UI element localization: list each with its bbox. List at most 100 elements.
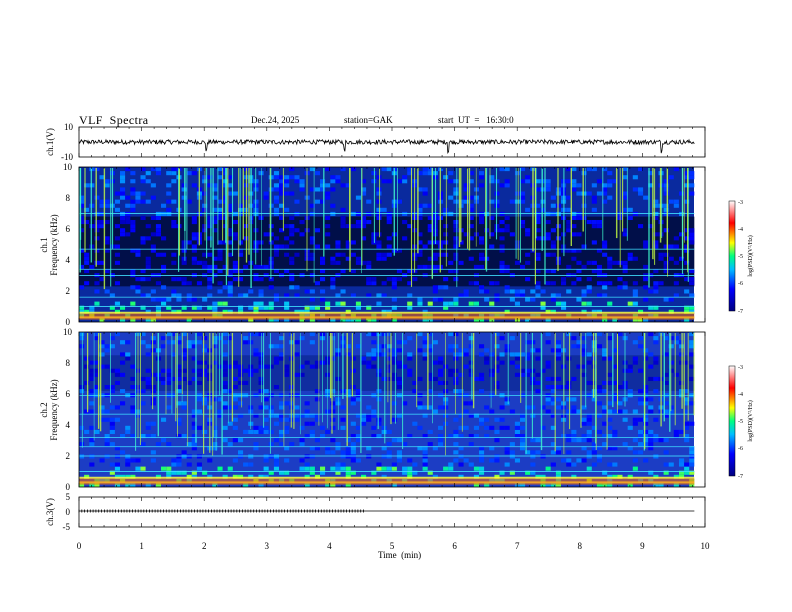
spectrogram-cell — [222, 438, 228, 443]
spectrogram-cell — [350, 240, 356, 245]
spectrogram-cell — [432, 285, 438, 290]
ch3-waveform-panel: 5 0 -5 ch.3(V) — [45, 492, 706, 532]
spectrogram-cell — [566, 207, 572, 212]
spectrogram-cell — [571, 397, 577, 402]
spectrogram-cell — [617, 401, 623, 406]
spectrogram-cell — [340, 167, 346, 172]
spectrogram-cell — [566, 332, 572, 337]
spectrogram-cell — [663, 336, 669, 341]
spectrogram-cell — [453, 442, 459, 447]
spectrogram-cell — [504, 167, 510, 172]
spectrogram-cell — [176, 364, 182, 369]
spectrogram-cell — [525, 277, 531, 282]
spectrogram-cell — [463, 409, 469, 414]
spectrogram-cell — [412, 389, 418, 394]
spectrogram-cell — [576, 409, 582, 414]
spectrogram-cell — [207, 224, 213, 229]
spectrogram-cell — [130, 207, 136, 212]
spectrogram-cell — [504, 179, 510, 184]
spectrogram-cell — [509, 360, 515, 365]
spectrogram-cell — [422, 356, 428, 361]
spectrogram-cell — [499, 183, 505, 188]
spectrogram-cell — [176, 389, 182, 394]
spectrogram-cell — [120, 179, 126, 184]
spectrogram-cell — [161, 376, 167, 381]
spectrogram-cell — [120, 175, 126, 180]
spectrogram-cell — [602, 356, 608, 361]
spectrogram-cell — [412, 462, 418, 467]
spectrogram-cell — [607, 425, 613, 430]
spectrogram-cell — [150, 297, 156, 302]
spectrogram-cell — [586, 167, 592, 172]
spectrogram-cell — [376, 293, 382, 298]
spectrogram-cell — [309, 413, 315, 418]
spectrogram-cell — [299, 458, 305, 463]
spectrogram-cell — [417, 446, 423, 451]
spectrogram-cell — [376, 301, 382, 306]
spectrogram-cell — [335, 240, 341, 245]
spectrogram-cell — [222, 405, 228, 410]
spectrogram-cell — [648, 332, 654, 337]
spectrogram-cell — [458, 348, 464, 353]
spectrogram-cell — [340, 425, 346, 430]
spectrogram-cell — [186, 297, 192, 302]
spectrogram-cell — [422, 191, 428, 196]
spectrogram-cell — [284, 269, 290, 274]
spectrogram-cell — [376, 462, 382, 467]
spectrogram-cell — [381, 454, 387, 459]
spectrogram-cell — [350, 470, 356, 475]
spectrogram-cell — [355, 425, 361, 430]
spectrogram-cell — [463, 232, 469, 237]
spectrogram-cell — [191, 260, 197, 265]
spectrogram-cell — [79, 332, 85, 337]
spectrogram-cell — [407, 293, 413, 298]
spectrogram-cell — [171, 220, 177, 225]
spectrogram-cell — [586, 380, 592, 385]
ch2-spectrogram-ylabel-freq: Frequency (kHz) — [49, 379, 59, 440]
spectrogram-cell — [99, 405, 105, 410]
spectrogram-cell — [79, 385, 85, 390]
spectrogram-cell — [289, 285, 295, 290]
spectrogram-cell — [581, 352, 587, 357]
spectrogram-cell — [540, 179, 546, 184]
spectrogram-cell — [150, 215, 156, 220]
spectrogram-cell — [171, 260, 177, 265]
spectrogram-cell — [668, 244, 674, 249]
spectrogram-cell — [99, 344, 105, 349]
spectrogram-cell — [422, 203, 428, 208]
spectrogram-cell — [114, 281, 120, 286]
spectrogram-cell — [145, 380, 151, 385]
spectrogram-cell — [643, 421, 649, 426]
time-tick-label: 2 — [202, 541, 207, 551]
spectrogram-cell — [407, 167, 413, 172]
spectrogram-cell — [643, 244, 649, 249]
ch2-freq-tick-4: 4 — [66, 420, 71, 430]
spectrogram-cell — [150, 450, 156, 455]
spectrogram-cell — [689, 458, 695, 463]
ch1-freq-tick-8: 8 — [66, 193, 71, 203]
spectrogram-cell — [586, 289, 592, 294]
spectrogram-cell — [643, 429, 649, 434]
spectrogram-cell — [340, 183, 346, 188]
spectrogram-cell — [196, 368, 202, 373]
spectrogram-cell — [217, 175, 223, 180]
spectrogram-cell — [89, 482, 95, 487]
spectrogram-cell — [381, 207, 387, 212]
spectrogram-cell — [602, 293, 608, 298]
spectrogram-cell — [120, 450, 126, 455]
spectrogram-cell — [571, 215, 577, 220]
spectrogram-cell — [94, 281, 100, 286]
spectrogram-cell — [463, 348, 469, 353]
spectrogram-cell — [366, 260, 372, 265]
spectrogram-cell — [89, 401, 95, 406]
ch1-freq-tick-2: 2 — [66, 286, 71, 296]
spectrogram-cell — [227, 293, 233, 298]
spectrogram-cell — [279, 179, 285, 184]
spectrogram-cell — [684, 389, 690, 394]
spectrogram-cell — [520, 482, 526, 487]
spectrogram-cell — [407, 281, 413, 286]
spectrogram-cell — [145, 368, 151, 373]
spectrogram-cell — [355, 301, 361, 306]
spectrogram-cell — [617, 332, 623, 337]
spectrogram-cell — [145, 434, 151, 439]
